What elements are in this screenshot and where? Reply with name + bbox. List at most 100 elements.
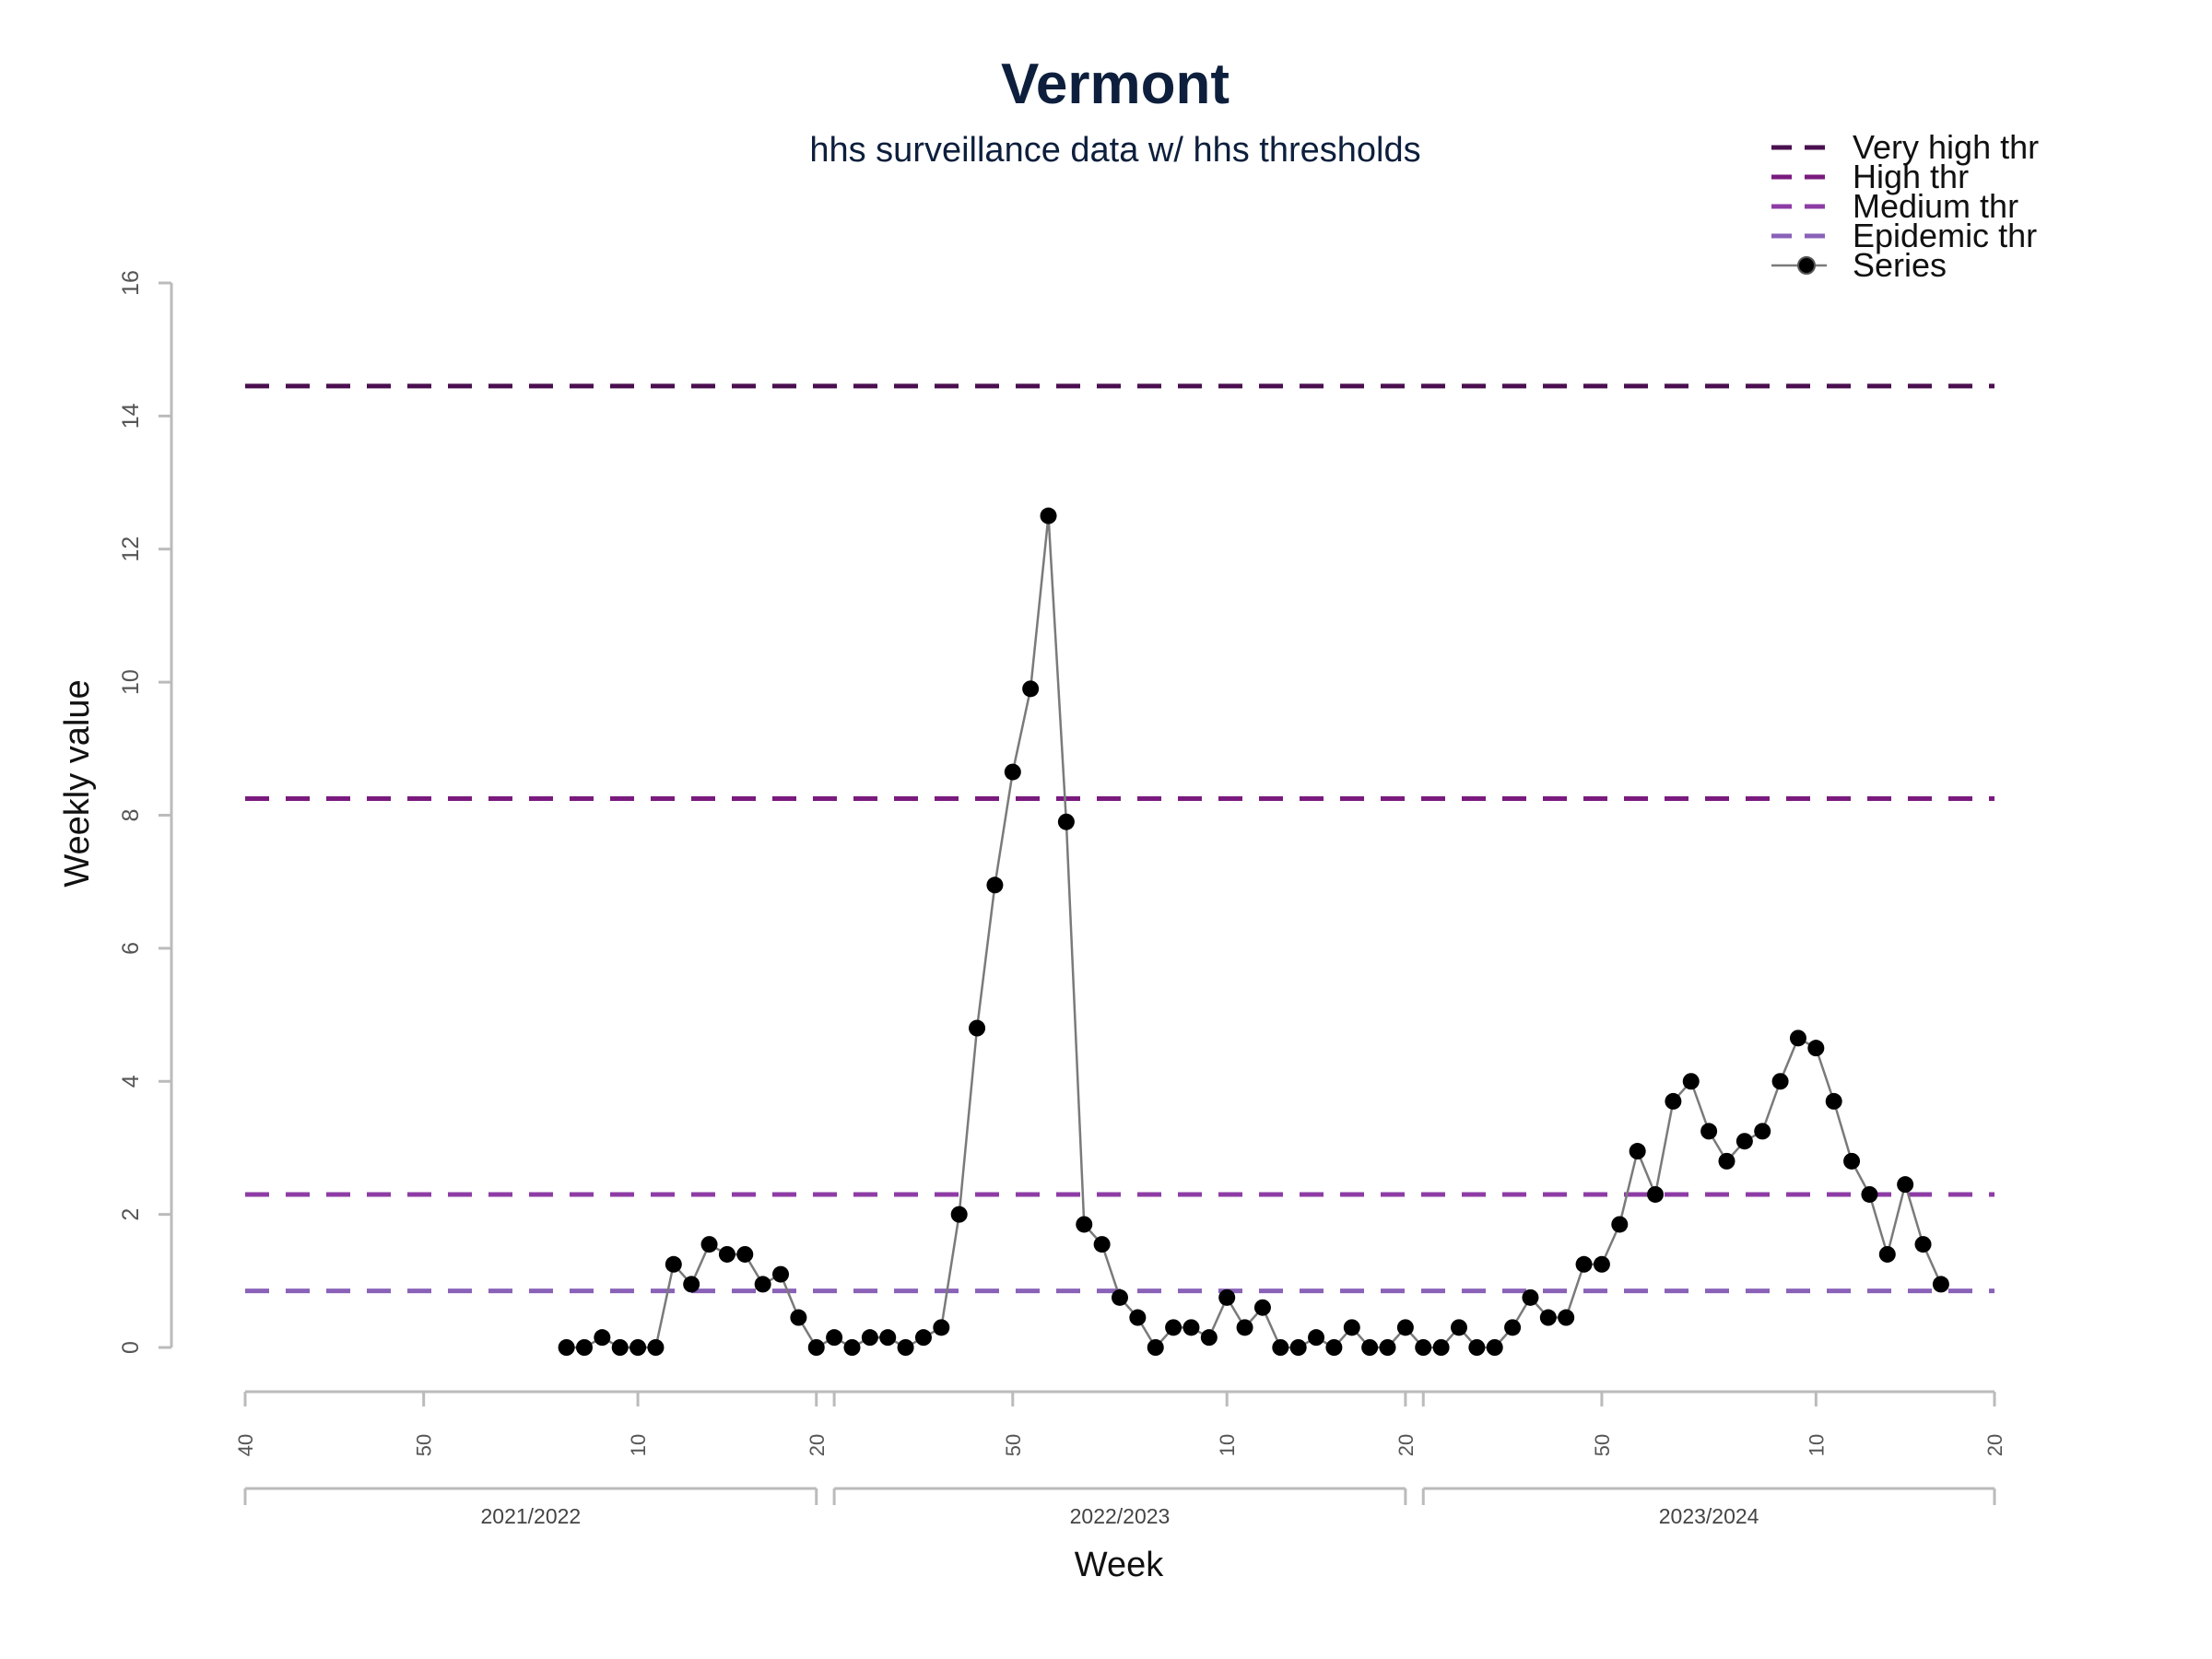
data-point — [861, 1329, 878, 1347]
season-label: 2023/2024 — [1659, 1504, 1759, 1528]
data-point — [1611, 1216, 1629, 1233]
data-point — [914, 1329, 932, 1347]
x-tick-label: 50 — [1591, 1434, 1614, 1456]
data-point — [1700, 1123, 1718, 1140]
data-point — [1343, 1319, 1360, 1336]
data-point — [1735, 1133, 1753, 1150]
data-point — [1325, 1339, 1343, 1356]
data-point — [1843, 1152, 1861, 1170]
data-point — [1361, 1339, 1379, 1356]
x-tick-label: 20 — [1394, 1434, 1418, 1456]
data-point — [1504, 1319, 1522, 1336]
data-point — [611, 1339, 629, 1356]
data-point — [1682, 1073, 1700, 1090]
data-point — [897, 1339, 914, 1356]
data-point — [700, 1236, 718, 1253]
y-axis: 0 2 4 6 8 10 12 14 16 — [118, 270, 173, 1354]
y-tick-label: 14 — [118, 403, 144, 429]
data-point — [1289, 1339, 1307, 1356]
data-point — [718, 1245, 735, 1263]
data-point — [986, 877, 1004, 894]
legend-label: High thr — [1853, 158, 1969, 195]
data-point — [1236, 1319, 1253, 1336]
data-point — [1522, 1288, 1539, 1306]
data-point — [1396, 1319, 1414, 1336]
data-point — [950, 1206, 968, 1223]
y-axis-title: Weekly value — [58, 679, 97, 887]
data-point — [1379, 1339, 1396, 1356]
data-point — [1718, 1152, 1735, 1170]
legend-label: Medium thr — [1853, 187, 2018, 225]
data-point — [790, 1309, 807, 1326]
data-point — [1665, 1092, 1682, 1110]
data-point — [1914, 1236, 1932, 1253]
data-point — [754, 1276, 771, 1293]
data-point — [1754, 1123, 1771, 1140]
data-point — [558, 1339, 575, 1356]
data-point — [1253, 1299, 1271, 1316]
season-label: 2022/2023 — [1070, 1504, 1171, 1528]
data-point — [1897, 1176, 1914, 1194]
data-point — [1040, 507, 1057, 524]
x-tick-label: 10 — [1805, 1434, 1828, 1456]
y-tick-label: 16 — [118, 270, 144, 296]
x-tick-label: 50 — [1002, 1434, 1025, 1456]
legend-marker — [1797, 256, 1816, 275]
data-point — [1147, 1339, 1164, 1356]
data-point — [1182, 1319, 1200, 1336]
data-point — [1647, 1185, 1665, 1203]
x-tick-label: 10 — [1216, 1434, 1239, 1456]
data-point — [1861, 1185, 1878, 1203]
data-point — [843, 1339, 861, 1356]
data-point — [1004, 763, 1021, 781]
data-point — [1272, 1339, 1289, 1356]
data-point — [1057, 813, 1075, 830]
x-tick-label: 50 — [413, 1434, 436, 1456]
x-tick-label: 10 — [627, 1434, 650, 1456]
data-point — [1575, 1255, 1593, 1273]
series-line — [566, 515, 1943, 1350]
data-point — [1771, 1073, 1789, 1090]
y-tick-label: 2 — [118, 1208, 144, 1221]
data-point — [1807, 1040, 1825, 1057]
data-point — [1200, 1329, 1218, 1347]
data-point — [1468, 1339, 1486, 1356]
y-tick-label: 0 — [118, 1341, 144, 1354]
series-layer — [558, 507, 1949, 1356]
chart-title: Vermont — [1001, 53, 1230, 116]
data-point — [1415, 1339, 1432, 1356]
y-tick-label: 10 — [118, 669, 144, 695]
y-tick-label: 12 — [118, 536, 144, 562]
data-point — [1932, 1276, 1949, 1293]
x-tick-label: 40 — [234, 1434, 257, 1456]
y-tick-label: 6 — [118, 942, 144, 955]
data-point — [1450, 1319, 1467, 1336]
data-point — [1218, 1288, 1236, 1306]
chart-subtitle: hhs surveillance data w/ hhs thresholds — [809, 131, 1420, 170]
data-point — [826, 1329, 843, 1347]
x-axis-title: Week — [1075, 1546, 1164, 1584]
data-point — [1093, 1236, 1111, 1253]
legend-label: Epidemic thr — [1853, 217, 2037, 254]
x-tick-label: 20 — [806, 1434, 829, 1456]
data-point — [772, 1265, 790, 1283]
data-point — [1112, 1288, 1128, 1306]
data-point — [1486, 1339, 1503, 1356]
data-point — [1789, 1030, 1806, 1047]
data-point — [1878, 1245, 1896, 1263]
x-tick-label: 20 — [1983, 1434, 2006, 1456]
y-tick-label: 4 — [118, 1075, 144, 1088]
data-point — [629, 1339, 647, 1356]
data-point — [1076, 1216, 1093, 1233]
data-point — [807, 1339, 825, 1356]
data-point — [879, 1329, 897, 1347]
data-point — [1432, 1339, 1450, 1356]
data-point — [665, 1255, 682, 1273]
data-point — [1129, 1309, 1147, 1326]
data-point — [1825, 1092, 1842, 1110]
data-point — [647, 1339, 665, 1356]
data-point — [1165, 1319, 1182, 1336]
data-point — [594, 1329, 611, 1347]
season-label: 2021/2022 — [481, 1504, 582, 1528]
